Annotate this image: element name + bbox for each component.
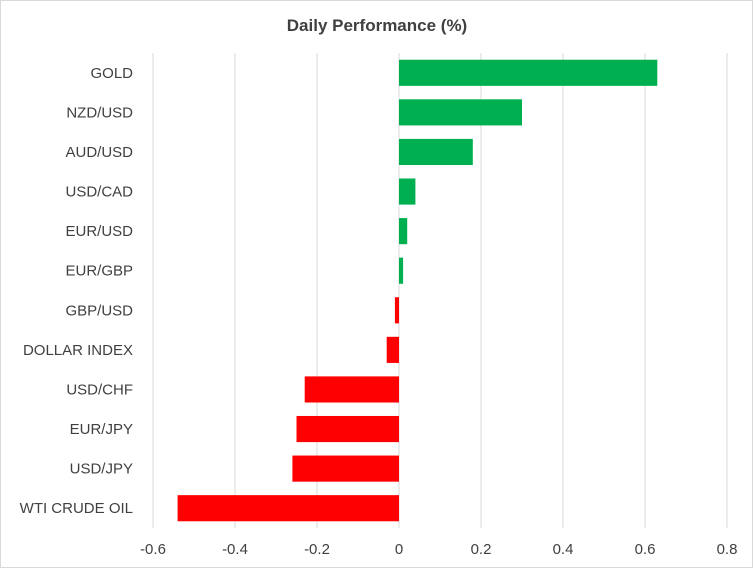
category-label: USD/JPY [70,461,133,478]
x-tick-label: -0.4 [222,541,248,558]
category-label: GOLD [90,65,133,82]
x-tick-label: 0.6 [635,541,656,558]
category-label: EUR/JPY [70,421,133,438]
x-axis-ticks: -0.6 -0.4 -0.2 0 0.2 0.4 0.6 0.8 [140,541,737,558]
category-label: USD/CAD [65,184,133,201]
category-label: NZD/USD [66,104,133,121]
chart-title: Daily Performance (%) [287,16,467,35]
bar [304,376,399,403]
gridlines [152,53,728,528]
bar [399,257,404,284]
bar [386,336,399,363]
x-tick-label: 0.4 [553,541,574,558]
bar [292,455,399,482]
x-tick-label: 0.8 [717,541,738,558]
bar [399,218,408,245]
category-label: GBP/USD [65,302,133,319]
bars [177,59,658,522]
category-label: EUR/USD [65,223,133,240]
bar [399,99,522,126]
bar [296,415,399,443]
x-tick-label: 0 [395,541,403,558]
bar [399,178,416,205]
category-label: EUR/GBP [65,263,133,280]
bar [399,59,658,86]
x-tick-label: -0.6 [140,541,166,558]
x-tick-label: -0.2 [304,541,330,558]
category-label: USD/CHF [66,381,133,398]
x-tick-label: 0.2 [471,541,492,558]
category-label: WTI CRUDE OIL [20,500,133,517]
bar [177,495,399,522]
bar [399,138,473,166]
category-labels: GOLD NZD/USD AUD/USD USD/CAD EUR/USD EUR/GBP G… [20,65,134,517]
bar [394,297,399,324]
category-label: DOLLAR INDEX [23,342,133,359]
category-label: AUD/USD [65,144,133,161]
